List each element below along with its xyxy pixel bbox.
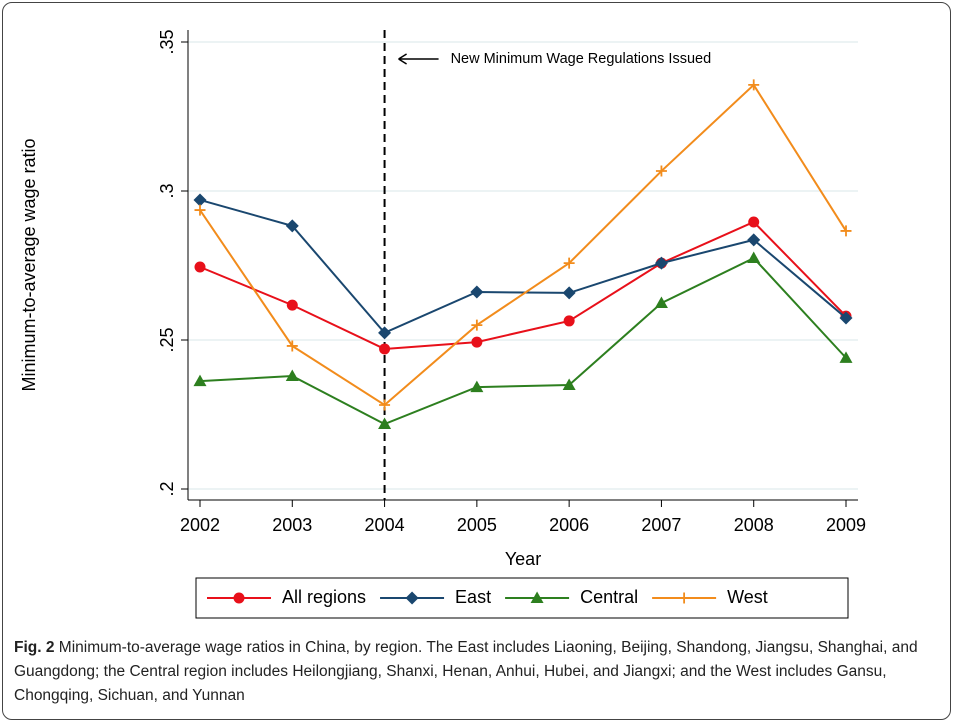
legend-label: Central	[580, 587, 638, 607]
data-point	[840, 225, 852, 237]
x-tick-label: 2004	[365, 515, 405, 535]
x-tick-label: 2008	[734, 515, 774, 535]
legend: All regions East Central West	[195, 577, 849, 619]
y-tick-label: .3	[157, 183, 177, 198]
data-point	[562, 378, 576, 390]
data-point	[194, 204, 206, 216]
data-point	[747, 251, 761, 264]
x-tick-label: 2006	[549, 515, 589, 535]
x-tick-label: 2005	[457, 515, 497, 535]
data-point	[562, 286, 576, 300]
data-point	[285, 219, 299, 233]
data-point	[748, 216, 760, 228]
caption-text: Minimum-to-average wage ratios in China,…	[14, 639, 918, 704]
series-line	[199, 83, 847, 407]
data-point	[379, 343, 391, 355]
y-tick-label: .35	[157, 29, 177, 54]
legend-label: West	[727, 587, 768, 607]
caption-label: Fig. 2	[14, 639, 55, 656]
data-point	[839, 351, 853, 363]
x-tick-label: 2009	[826, 515, 866, 535]
legend-marker	[233, 592, 245, 604]
x-axis-label: Year	[505, 549, 541, 569]
series-line	[199, 198, 847, 335]
data-point	[378, 326, 392, 340]
data-point	[286, 340, 298, 352]
annotation: New Minimum Wage Regulations Issued	[451, 51, 712, 67]
annotation-arrow	[398, 53, 439, 65]
data-point	[285, 369, 299, 382]
data-point	[470, 285, 484, 299]
data-point	[378, 417, 392, 430]
data-point	[193, 374, 207, 387]
data-point	[193, 193, 207, 207]
x-tick-label: 2002	[180, 515, 220, 535]
data-point	[194, 261, 206, 273]
caption: Fig. 2 Minimum-to-average wage ratios in…	[14, 636, 934, 708]
series-line	[199, 220, 847, 350]
y-axis-label: Minimum-to-average wage ratio	[19, 138, 39, 391]
legend-label: East	[455, 587, 491, 607]
y-tick-label: .25	[157, 327, 177, 352]
x-tick-label: 2003	[272, 515, 312, 535]
chart: Minimum-to-average wage ratio Year .2 .25…	[19, 29, 866, 619]
data-point	[655, 165, 667, 177]
data-point	[470, 380, 484, 393]
data-point	[748, 79, 760, 91]
legend-label: All regions	[282, 587, 366, 607]
data-point	[839, 311, 853, 325]
y-tick-label: .2	[157, 481, 177, 496]
x-tick-label: 2007	[641, 515, 681, 535]
data-point	[563, 257, 575, 269]
data-point	[747, 233, 761, 247]
legend-marker	[678, 592, 690, 604]
legend-marker	[405, 591, 419, 605]
series-line	[199, 256, 847, 426]
data-point	[563, 315, 575, 327]
data-point	[286, 299, 298, 311]
data-point	[654, 256, 668, 270]
data-point	[379, 399, 391, 411]
legend-marker	[530, 591, 544, 603]
data-point	[471, 319, 483, 331]
data-point	[654, 296, 668, 309]
data-point	[471, 336, 483, 348]
